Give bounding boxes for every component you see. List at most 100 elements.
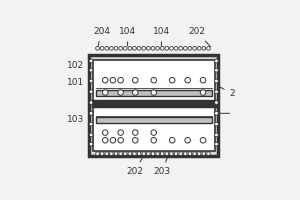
Circle shape xyxy=(214,133,218,137)
Circle shape xyxy=(151,90,157,95)
Circle shape xyxy=(123,152,127,156)
Circle shape xyxy=(207,152,210,156)
Circle shape xyxy=(200,77,206,83)
Bar xyxy=(96,117,212,123)
Circle shape xyxy=(184,46,187,50)
Circle shape xyxy=(184,152,187,156)
Circle shape xyxy=(103,137,108,143)
Text: 204: 204 xyxy=(93,27,110,46)
Circle shape xyxy=(214,79,218,83)
Circle shape xyxy=(128,46,132,50)
Circle shape xyxy=(200,90,206,95)
Circle shape xyxy=(96,46,99,50)
Circle shape xyxy=(133,130,138,135)
Circle shape xyxy=(156,152,159,156)
Text: 202: 202 xyxy=(188,27,210,47)
Circle shape xyxy=(202,46,206,50)
Circle shape xyxy=(105,46,109,50)
Circle shape xyxy=(188,152,192,156)
Circle shape xyxy=(202,152,206,156)
Bar xyxy=(93,60,214,151)
Circle shape xyxy=(214,142,218,146)
Circle shape xyxy=(123,46,127,50)
Circle shape xyxy=(100,46,104,50)
Circle shape xyxy=(114,152,118,156)
Circle shape xyxy=(105,152,109,156)
Circle shape xyxy=(119,152,122,156)
Circle shape xyxy=(151,46,155,50)
Circle shape xyxy=(160,152,164,156)
Circle shape xyxy=(174,46,178,50)
Circle shape xyxy=(89,90,93,94)
Circle shape xyxy=(89,133,93,137)
Circle shape xyxy=(200,137,206,143)
Circle shape xyxy=(118,90,123,95)
Circle shape xyxy=(89,122,93,126)
Circle shape xyxy=(169,152,173,156)
Circle shape xyxy=(214,101,218,104)
Circle shape xyxy=(185,77,191,83)
Circle shape xyxy=(146,46,150,50)
Circle shape xyxy=(197,152,201,156)
Circle shape xyxy=(137,152,141,156)
Circle shape xyxy=(214,122,218,126)
Circle shape xyxy=(103,77,108,83)
Circle shape xyxy=(193,152,196,156)
Circle shape xyxy=(146,152,150,156)
Bar xyxy=(89,55,218,156)
Circle shape xyxy=(89,68,93,72)
Circle shape xyxy=(151,77,157,83)
Circle shape xyxy=(179,46,182,50)
Circle shape xyxy=(110,152,113,156)
Circle shape xyxy=(133,90,138,95)
Circle shape xyxy=(96,152,99,156)
Circle shape xyxy=(151,137,157,143)
Circle shape xyxy=(160,46,164,50)
Circle shape xyxy=(89,59,93,63)
Circle shape xyxy=(169,137,175,143)
Circle shape xyxy=(142,152,146,156)
Circle shape xyxy=(118,77,123,83)
Circle shape xyxy=(197,46,201,50)
Circle shape xyxy=(214,59,218,63)
Text: 103: 103 xyxy=(67,115,90,124)
Circle shape xyxy=(165,46,169,50)
Circle shape xyxy=(156,46,159,50)
Text: 104: 104 xyxy=(119,27,136,46)
Circle shape xyxy=(133,137,138,143)
Circle shape xyxy=(128,152,132,156)
Circle shape xyxy=(151,152,155,156)
Circle shape xyxy=(214,90,218,94)
Circle shape xyxy=(110,137,116,143)
Text: 202: 202 xyxy=(127,156,144,176)
Circle shape xyxy=(142,46,146,50)
Circle shape xyxy=(169,77,175,83)
Text: 104: 104 xyxy=(153,27,170,46)
Circle shape xyxy=(89,111,93,115)
Text: 2: 2 xyxy=(219,87,235,98)
Circle shape xyxy=(151,130,157,135)
Circle shape xyxy=(169,46,173,50)
Circle shape xyxy=(185,137,191,143)
Circle shape xyxy=(193,46,196,50)
Circle shape xyxy=(179,152,182,156)
Circle shape xyxy=(114,46,118,50)
Circle shape xyxy=(110,46,113,50)
Circle shape xyxy=(118,130,123,135)
Text: 102: 102 xyxy=(67,61,91,70)
Circle shape xyxy=(188,46,192,50)
Circle shape xyxy=(174,152,178,156)
Circle shape xyxy=(89,142,93,146)
Circle shape xyxy=(89,79,93,83)
Circle shape xyxy=(133,152,136,156)
Circle shape xyxy=(103,130,108,135)
Circle shape xyxy=(119,46,122,50)
Circle shape xyxy=(137,46,141,50)
Circle shape xyxy=(133,46,136,50)
Circle shape xyxy=(100,152,104,156)
Bar xyxy=(96,90,212,96)
Circle shape xyxy=(207,46,210,50)
Circle shape xyxy=(214,111,218,115)
Circle shape xyxy=(165,152,169,156)
Circle shape xyxy=(103,90,108,95)
